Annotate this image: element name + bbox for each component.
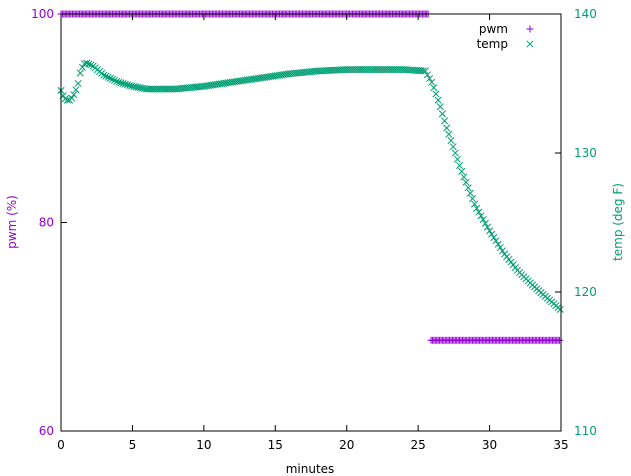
pwm-point	[556, 336, 564, 344]
series-pwm	[57, 10, 564, 344]
temp-point	[466, 189, 474, 197]
temp-point	[423, 71, 431, 79]
temp-point	[458, 167, 466, 176]
temp-point	[471, 200, 479, 208]
temp-point	[138, 84, 146, 92]
temp-point	[111, 76, 119, 84]
temp-point	[488, 230, 496, 238]
x-tick-label: 10	[196, 438, 211, 452]
temp-point	[468, 195, 476, 203]
temp-point	[475, 208, 483, 216]
temp-point	[494, 240, 502, 248]
temp-point	[438, 110, 446, 118]
temp-point	[473, 204, 481, 212]
temp-point	[443, 124, 451, 132]
temp-point	[483, 223, 491, 231]
temp-point	[490, 233, 498, 242]
x-tick-label: 25	[411, 438, 426, 452]
temp-point	[447, 136, 455, 145]
temp-point	[126, 81, 134, 89]
temp-point	[100, 71, 108, 79]
temp-point	[498, 247, 506, 255]
temp-point	[85, 60, 93, 68]
temp-point	[102, 72, 110, 80]
temp-point	[128, 82, 136, 90]
x-tick-label: 20	[339, 438, 354, 452]
temp-point	[434, 96, 442, 104]
temp-point	[486, 227, 494, 235]
series-temp	[57, 59, 564, 313]
temp-point	[123, 81, 131, 89]
y-right-tick-label: 140	[574, 7, 597, 21]
x-tick-label: 15	[268, 438, 283, 452]
temp-point	[115, 78, 123, 86]
temp-point	[481, 219, 489, 227]
legend-label-pwm: pwm	[479, 22, 508, 36]
temp-point	[132, 83, 140, 91]
temp-point	[121, 80, 129, 88]
temp-point	[477, 212, 485, 220]
temp-point	[130, 83, 138, 91]
legend-label-temp: temp	[477, 37, 508, 51]
temp-point	[436, 103, 444, 111]
temp-point	[72, 86, 80, 94]
temp-point	[460, 173, 468, 181]
legend-marker-pwm	[526, 25, 534, 33]
temp-point	[479, 216, 487, 224]
x-tick-label: 5	[129, 438, 137, 452]
temp-point	[83, 59, 91, 67]
temp-point	[104, 73, 112, 81]
x-tick-label: 30	[482, 438, 497, 452]
temp-point	[430, 84, 438, 92]
y-left-tick-label: 100	[31, 7, 54, 21]
temp-point	[464, 184, 472, 192]
temp-point	[119, 80, 127, 88]
temp-point	[117, 79, 125, 87]
x-tick-label: 35	[553, 438, 568, 452]
temp-point	[445, 130, 453, 138]
legend-marker-temp	[526, 40, 534, 48]
temp-point	[449, 143, 457, 151]
temp-point	[61, 95, 69, 103]
temp-point	[441, 117, 449, 125]
temp-point	[108, 75, 116, 83]
x-tick-label: 0	[57, 438, 65, 452]
temp-point	[426, 74, 434, 83]
x-axis-title: minutes	[286, 462, 335, 476]
temp-point	[496, 243, 504, 252]
temp-point	[453, 155, 461, 163]
temp-point	[63, 96, 71, 104]
temp-point	[136, 84, 144, 92]
y-left-tick-label: 80	[39, 216, 54, 230]
y-right-tick-label: 110	[574, 424, 597, 438]
temp-point	[134, 83, 142, 91]
temp-point	[462, 178, 470, 186]
temp-point	[428, 78, 436, 86]
temp-point	[76, 69, 84, 77]
temp-point	[456, 161, 464, 170]
data-marks	[57, 10, 564, 344]
temp-point	[113, 77, 121, 85]
axes: 0 5 10 15 20 25 30 35 60 80 100 110 120 130 140	[31, 7, 597, 452]
y-right-axis-title: temp (deg F)	[611, 183, 625, 261]
temp-point	[70, 91, 78, 99]
temp-point	[87, 61, 95, 69]
y-right-tick-label: 120	[574, 285, 597, 299]
y-left-axis-title: pwm (%)	[5, 195, 19, 249]
temp-point	[74, 79, 82, 88]
temp-point	[556, 305, 564, 313]
y-right-tick-label: 130	[574, 146, 597, 160]
temp-point	[432, 90, 440, 98]
y-left-tick-label: 60	[39, 424, 54, 438]
temp-point	[451, 149, 459, 157]
temp-point	[421, 67, 429, 75]
temp-point	[492, 237, 500, 245]
temp-point	[68, 94, 76, 102]
temp-point	[106, 74, 114, 82]
